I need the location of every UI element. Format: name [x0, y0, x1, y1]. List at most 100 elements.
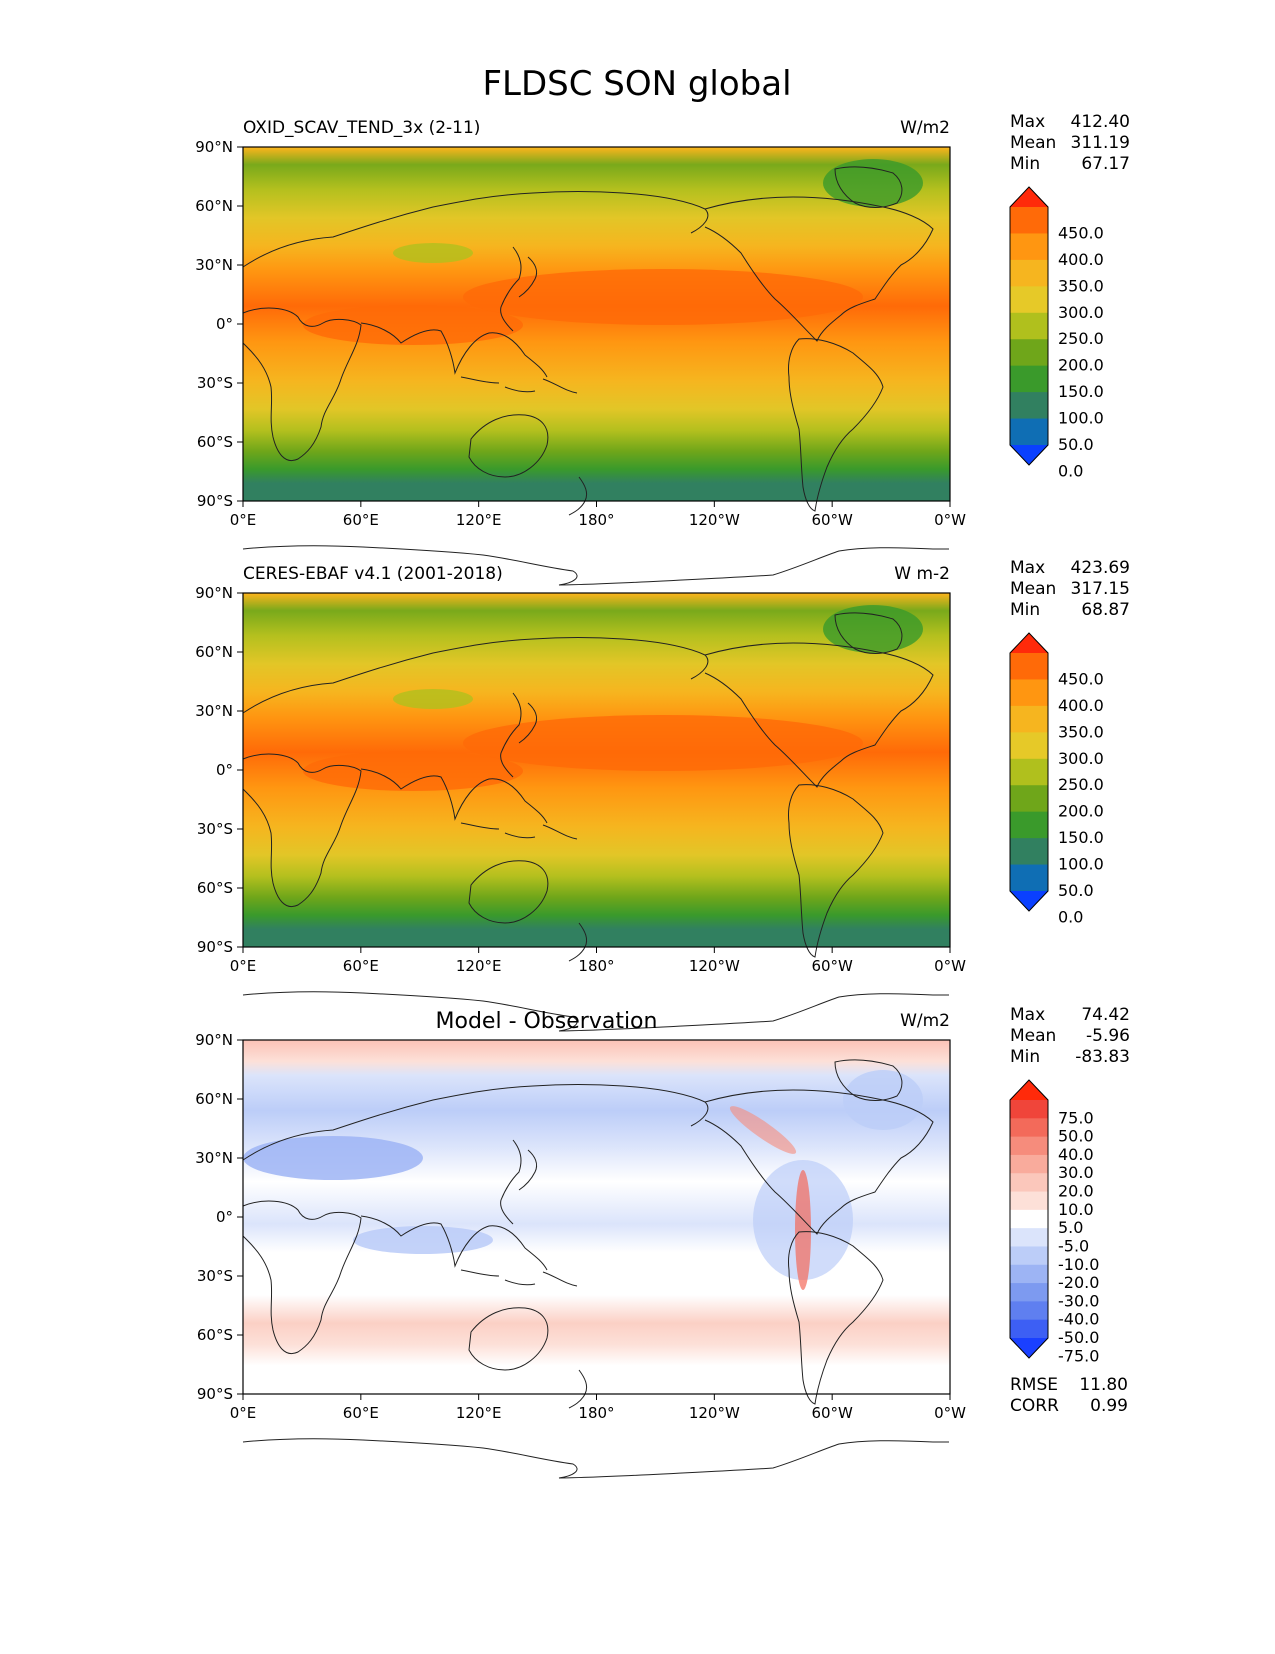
colorbar-swatch: [1010, 758, 1048, 786]
lat-tick-label: 30°N: [195, 702, 233, 720]
colorbar-swatch: [1010, 392, 1048, 420]
map-feature: [795, 1170, 811, 1290]
colorbar-label: 150.0: [1058, 828, 1104, 847]
colorbar: 75.050.040.030.020.010.05.0-5.0-10.0-20.…: [1009, 1079, 1099, 1365]
map-panel-1: 0°E 60°E 120°E 180° 120°W 60°W 0°W 90°N 60°N 30°N…: [195, 112, 1130, 586]
colorbar-swatch: [1010, 207, 1048, 234]
map-feature: [823, 605, 923, 653]
map-feature: [823, 159, 923, 207]
colorbar-extend-min: [1010, 1338, 1048, 1358]
colorbar-label: 350.0: [1058, 722, 1104, 741]
colorbar-swatch: [1010, 1283, 1048, 1302]
stat-value-mean: -5.96: [1086, 1026, 1130, 1046]
stat-value-max: 74.42: [1081, 1005, 1130, 1025]
colorbar-extend-min: [1010, 891, 1048, 911]
stat-label-max: Max: [1010, 112, 1045, 132]
panel-title: CERES-EBAF v4.1 (2001-2018): [243, 564, 503, 584]
stat-label-max: Max: [1010, 558, 1045, 578]
colorbar-label: 450.0: [1058, 223, 1104, 242]
colorbar-swatch: [1010, 653, 1048, 680]
map-panel-3: 0°E 60°E 120°E 180° 120°W 60°W 0°W 90°N 60°N 30°N…: [195, 1005, 1130, 1479]
colorbar-swatch: [1010, 1100, 1048, 1119]
colorbar-swatch: [1010, 838, 1048, 866]
lon-tick-label: 60°W: [811, 511, 853, 529]
colorbar-swatch: [1010, 811, 1048, 839]
colorbar-label: -5.0: [1058, 1236, 1089, 1255]
colorbar-swatch: [1010, 679, 1048, 707]
units-label: W m-2: [894, 564, 950, 584]
colorbar-swatch: [1010, 1264, 1048, 1284]
colorbar-extend-min: [1010, 445, 1048, 465]
corr-value: 0.99: [1090, 1396, 1128, 1416]
lat-tick-label: 90°S: [197, 938, 233, 956]
lon-tick-label: 60°W: [811, 1404, 853, 1422]
lon-tick-label: 120°W: [689, 1404, 740, 1422]
lat-tick-label: 60°N: [195, 1090, 233, 1108]
colorbar-label: 0.0: [1058, 461, 1083, 480]
map-panel-2: 0°E 60°E 120°E 180° 120°W 60°W 0°W 90°N 60°N 30°N…: [195, 558, 1130, 1032]
lon-tick-label: 120°E: [456, 1404, 502, 1422]
lon-tick-label: 60°W: [811, 957, 853, 975]
lon-tick-label: 120°W: [689, 957, 740, 975]
lon-tick-label: 180°: [578, 1404, 614, 1422]
colorbar-label: -30.0: [1058, 1291, 1099, 1310]
colorbar-label: 200.0: [1058, 356, 1104, 375]
figure-title: FLDSC SON global: [482, 64, 791, 104]
lat-tick-label: 90°S: [197, 1385, 233, 1403]
colorbar-extend-max: [1010, 633, 1048, 653]
colorbar-label: 100.0: [1058, 409, 1104, 428]
lon-tick-label: 0°W: [934, 957, 966, 975]
lat-tick-label: 30°S: [197, 820, 233, 838]
colorbar-swatch: [1010, 1154, 1048, 1174]
stat-label-max: Max: [1010, 1005, 1045, 1025]
map-feature: [463, 715, 863, 771]
lon-tick-label: 60°E: [343, 957, 379, 975]
stat-value-max: 412.40: [1071, 112, 1130, 132]
colorbar-label: 50.0: [1058, 435, 1094, 454]
stat-label-mean: Mean: [1010, 1026, 1056, 1046]
stat-value-mean: 311.19: [1071, 133, 1130, 153]
colorbar-swatch: [1010, 1118, 1048, 1138]
colorbar-label: 400.0: [1058, 696, 1104, 715]
colorbar-swatch: [1010, 864, 1048, 892]
lat-tick-label: 0°: [216, 315, 233, 333]
colorbar-label: 150.0: [1058, 382, 1104, 401]
panel-title: Model - Observation: [436, 1009, 658, 1034]
stat-label-min: Min: [1010, 1047, 1040, 1067]
colorbar-swatch: [1010, 1173, 1048, 1193]
lat-tick-label: 0°: [216, 761, 233, 779]
colorbar-label: 75.0: [1058, 1108, 1094, 1127]
lat-tick-label: 90°S: [197, 492, 233, 510]
lon-tick-label: 60°E: [343, 1404, 379, 1422]
map-feature: [393, 243, 473, 263]
colorbar-swatch: [1010, 785, 1048, 813]
stat-value-min: -83.83: [1075, 1047, 1130, 1067]
colorbar-swatch: [1010, 1191, 1048, 1211]
colorbar-label: 100.0: [1058, 855, 1104, 874]
colorbar-label: 5.0: [1058, 1218, 1083, 1237]
colorbar-label: 50.0: [1058, 881, 1094, 900]
lat-tick-label: 90°N: [195, 584, 233, 602]
colorbar-swatch: [1010, 1228, 1048, 1247]
lon-tick-label: 120°E: [456, 511, 502, 529]
colorbar-swatch: [1010, 1209, 1048, 1229]
map-feature: [353, 1226, 493, 1254]
lon-tick-label: 0°W: [934, 1404, 966, 1422]
map-feature: [243, 1136, 423, 1180]
stat-label-mean: Mean: [1010, 133, 1056, 153]
lon-tick-label: 0°E: [230, 511, 257, 529]
colorbar-label: 30.0: [1058, 1163, 1094, 1182]
colorbar-swatch: [1010, 1246, 1048, 1266]
colorbar-label: 250.0: [1058, 329, 1104, 348]
colorbar-label: 10.0: [1058, 1200, 1094, 1219]
colorbar-label: 250.0: [1058, 775, 1104, 794]
corr-label: CORR: [1010, 1396, 1059, 1416]
map-feature: [393, 689, 473, 709]
map-feature: [303, 305, 523, 345]
colorbar-swatch: [1010, 1301, 1048, 1321]
map-feature: [729, 1106, 797, 1154]
lat-tick-label: 60°N: [195, 197, 233, 215]
colorbar-label: 400.0: [1058, 250, 1104, 269]
colorbar-swatch: [1010, 365, 1048, 393]
